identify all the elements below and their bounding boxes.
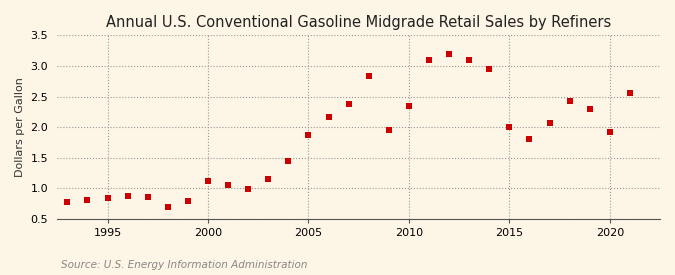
Point bbox=[62, 200, 73, 204]
Point bbox=[122, 194, 133, 199]
Point bbox=[383, 128, 394, 133]
Point bbox=[142, 195, 153, 199]
Point bbox=[585, 107, 595, 111]
Point bbox=[564, 99, 575, 104]
Point bbox=[363, 74, 374, 79]
Point bbox=[182, 198, 193, 203]
Point bbox=[624, 91, 635, 96]
Point bbox=[223, 183, 234, 188]
Point bbox=[323, 115, 334, 120]
Point bbox=[102, 196, 113, 200]
Point bbox=[283, 159, 294, 163]
Point bbox=[464, 58, 475, 62]
Point bbox=[163, 205, 173, 209]
Point bbox=[604, 130, 615, 134]
Point bbox=[303, 133, 314, 137]
Point bbox=[443, 51, 454, 56]
Point bbox=[263, 177, 273, 182]
Y-axis label: Dollars per Gallon: Dollars per Gallon bbox=[15, 77, 25, 177]
Point bbox=[404, 103, 414, 108]
Title: Annual U.S. Conventional Gasoline Midgrade Retail Sales by Refiners: Annual U.S. Conventional Gasoline Midgra… bbox=[106, 15, 612, 30]
Point bbox=[424, 58, 435, 62]
Point bbox=[524, 137, 535, 141]
Point bbox=[82, 198, 93, 202]
Text: Source: U.S. Energy Information Administration: Source: U.S. Energy Information Administ… bbox=[61, 260, 307, 270]
Point bbox=[504, 124, 515, 129]
Point bbox=[202, 179, 213, 183]
Point bbox=[484, 67, 495, 71]
Point bbox=[343, 102, 354, 106]
Point bbox=[544, 121, 555, 125]
Point bbox=[243, 187, 254, 191]
